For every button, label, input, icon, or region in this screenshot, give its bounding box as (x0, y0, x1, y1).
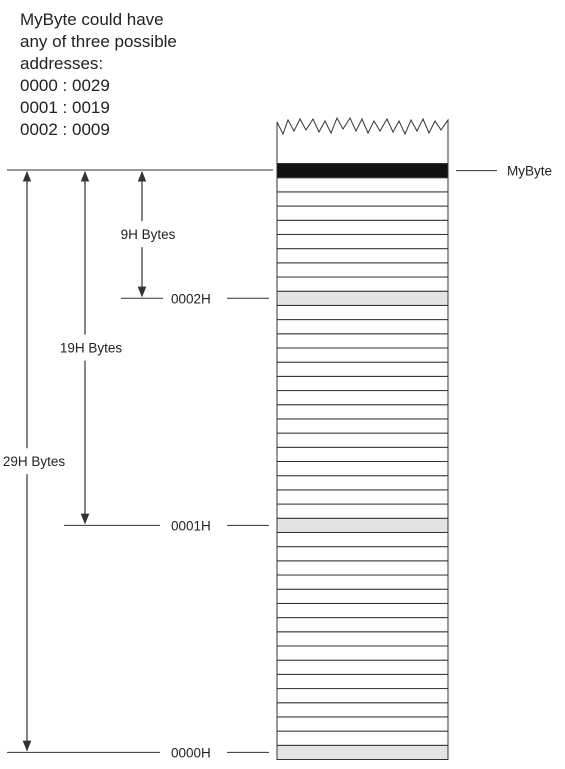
memory-byte-cell (276, 503, 449, 519)
memory-byte-cell (276, 347, 449, 363)
offset-label: 29H Bytes (3, 454, 66, 469)
memory-byte-cell (276, 673, 449, 690)
memory-byte-cell (276, 688, 449, 704)
memory-byte-cell (276, 702, 449, 718)
memory-byte-cell (276, 631, 449, 647)
note-line-4: 0000 : 0029 (20, 76, 110, 95)
memory-byte-cell (276, 617, 449, 633)
address-note: MyByte could have any of three possible … (20, 10, 182, 139)
memory-byte-cell (276, 446, 449, 462)
memory-byte-cell (276, 177, 449, 193)
offset-label: 9H Bytes (121, 227, 176, 242)
memory-byte-cell (276, 304, 449, 321)
segment-start-cell (276, 744, 449, 760)
memory-byte-cell (276, 191, 449, 207)
segment-address-label: 0002H (171, 291, 211, 306)
target-byte-cell (276, 163, 449, 179)
memory-byte-cell (276, 248, 449, 264)
memory-byte-cell (276, 602, 449, 619)
memory-byte-cell (276, 716, 449, 732)
memory-byte-cell (276, 730, 449, 746)
note-line-5: 0001 : 0019 (20, 98, 110, 117)
memory-byte-cell (276, 233, 449, 250)
memory-byte-cell (276, 574, 449, 590)
segment-start-cell (276, 290, 449, 306)
note-line-1: MyByte could have (20, 10, 164, 29)
memory-byte-cell (276, 659, 449, 675)
memory-byte-cell (276, 390, 449, 406)
memory-byte-cell (276, 219, 449, 235)
target-label: MyByte (507, 164, 552, 179)
annotations: MyByte 0000H 0001H 0002H 9H Bytes 19H Bytes 29… (3, 164, 552, 761)
memory-byte-cell (276, 404, 449, 420)
memory-byte-cell (276, 475, 449, 491)
note-line-3: addresses: (20, 54, 103, 73)
memory-byte-cell (276, 262, 449, 278)
memory-byte-cell (276, 461, 449, 477)
segment-start-cell (276, 517, 449, 533)
torn-memory-edge (276, 116, 449, 164)
segment-address-label: 0001H (171, 518, 211, 533)
memory-byte-cell (276, 276, 449, 292)
memory-byte-cell (276, 205, 449, 221)
note-line-2: any of three possible (20, 32, 177, 51)
memory-byte-cell (276, 560, 449, 576)
memory-byte-cell (276, 319, 449, 335)
memory-byte-cell (276, 333, 449, 349)
memory-byte-cell (276, 489, 449, 505)
note-line-6: 0002 : 0009 (20, 120, 110, 139)
memory-byte-cell (276, 375, 449, 392)
memory-byte-cell (276, 588, 449, 604)
memory-byte-cell (276, 418, 449, 434)
offset-label: 19H Bytes (60, 341, 123, 356)
memory-byte-cell (276, 645, 449, 661)
segment-address-label: 0000H (171, 745, 211, 760)
memory-byte-cell (276, 361, 449, 377)
memory-byte-cell (276, 531, 449, 548)
memory-byte-cell (276, 546, 449, 562)
memory-byte-cell (276, 432, 449, 448)
memory-column (276, 116, 449, 760)
